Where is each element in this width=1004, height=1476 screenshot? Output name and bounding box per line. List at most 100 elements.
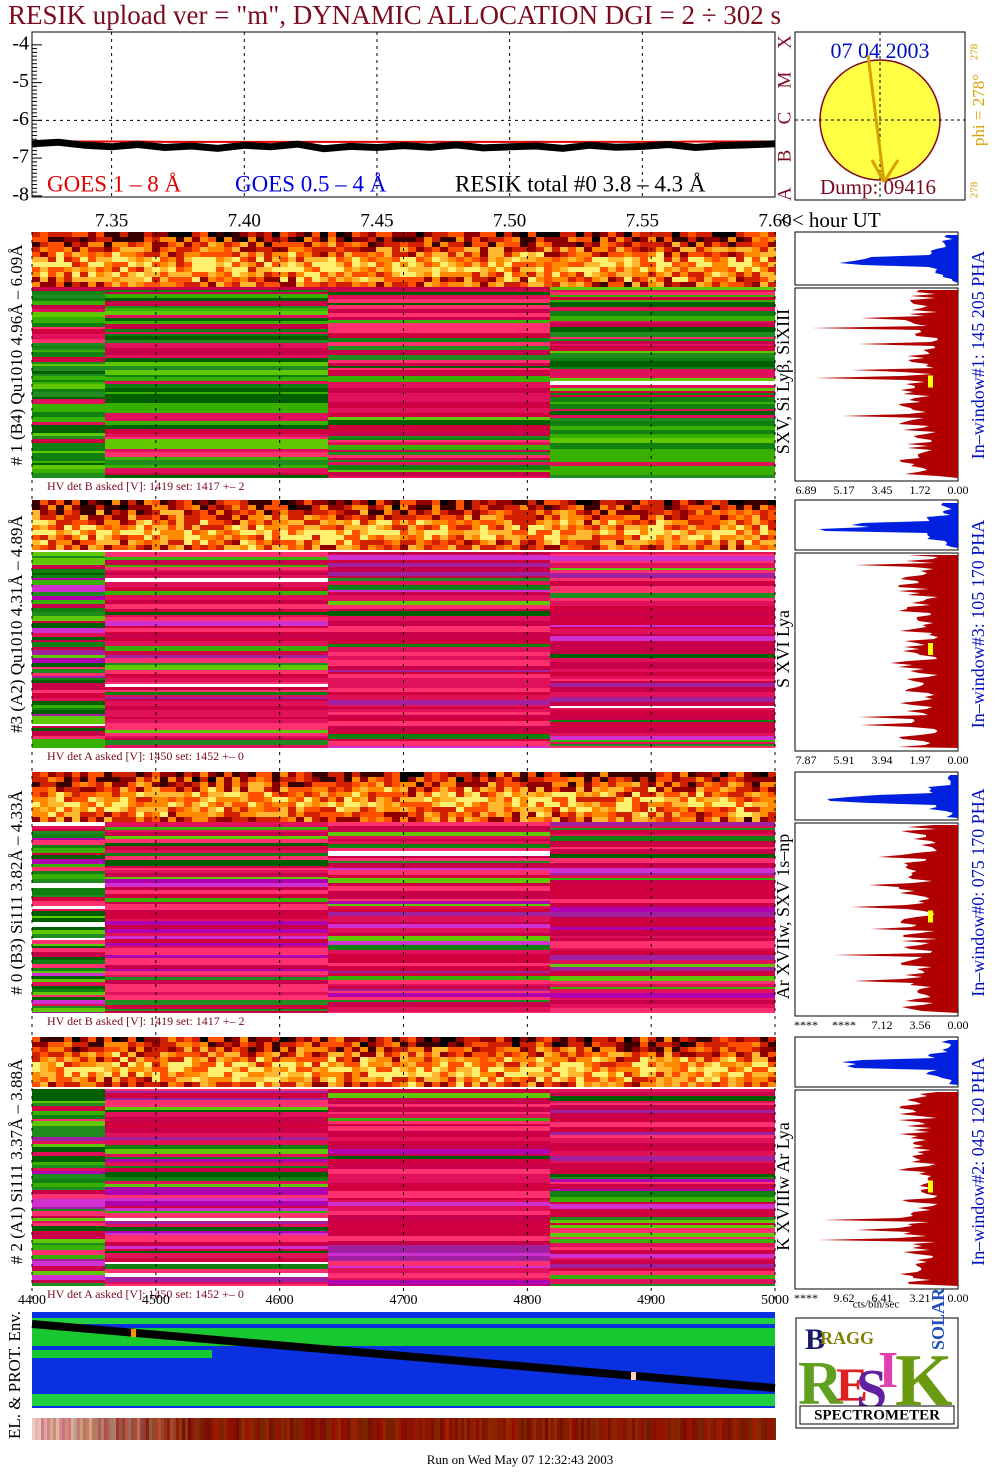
spectrogram-row — [105, 830, 328, 832]
spectrogram-cell — [328, 1077, 336, 1082]
spectrogram-row — [105, 832, 328, 836]
spectrogram-cell — [584, 520, 592, 525]
color-bar-cell — [116, 1418, 119, 1440]
spectrogram-cell — [40, 782, 48, 787]
spectrogram-cell — [352, 777, 360, 782]
spectrogram-cell — [128, 817, 136, 822]
spectrogram-cell — [296, 772, 304, 777]
spectrogram-cell — [712, 1057, 720, 1062]
spectrogram-cell — [88, 1057, 96, 1062]
spectrogram-row — [550, 710, 775, 715]
spectrogram-cell — [48, 282, 56, 287]
spectrogram-cell — [464, 1052, 472, 1057]
spectrogram-cell — [680, 797, 688, 802]
spectrogram-cell — [416, 787, 424, 792]
spectrogram-row — [550, 561, 775, 563]
spectrogram-cell — [664, 1037, 672, 1042]
spectrogram-cell — [680, 525, 688, 530]
spectrogram-row — [328, 413, 550, 417]
spectrogram-cell — [352, 782, 360, 787]
spectrogram-cell — [392, 807, 400, 812]
spectrogram-cell — [504, 772, 512, 777]
spectrogram-cell — [32, 530, 40, 535]
spectrogram-cell — [480, 1067, 488, 1072]
spectrogram-cell — [608, 242, 616, 247]
spectrogram-cell — [472, 802, 480, 807]
spectrogram-cell — [544, 1057, 552, 1062]
spectrogram-cell — [696, 1082, 704, 1087]
spectrogram-cell — [472, 1067, 480, 1072]
spectrogram-cell — [728, 267, 736, 272]
spectrogram-cell — [616, 817, 624, 822]
spectrogram-cell — [488, 1062, 496, 1067]
hist-marker — [928, 375, 933, 388]
spectrogram-cell — [120, 1077, 128, 1082]
spectrogram-row — [105, 1208, 328, 1211]
spectrogram-cell — [224, 1042, 232, 1047]
spectrogram-cell — [560, 1037, 568, 1042]
spectrogram-cell — [488, 1057, 496, 1062]
spectrogram-cell — [64, 500, 72, 505]
spectrogram-cell — [592, 252, 600, 257]
spectrogram-row — [105, 1095, 328, 1098]
spectrogram-row — [328, 609, 550, 611]
spectrogram-cell — [144, 500, 152, 505]
spectrogram-cell — [456, 817, 464, 822]
spectrogram-cell — [720, 807, 728, 812]
spectrogram-cell — [664, 1062, 672, 1067]
spectrogram-row — [105, 1246, 328, 1249]
spectrogram-cell — [464, 525, 472, 530]
spectrogram-cell — [416, 797, 424, 802]
spectrogram-row — [328, 1114, 550, 1118]
spectrogram-row — [32, 1202, 105, 1207]
spectrogram-cell — [64, 237, 72, 242]
spectrogram-cell — [520, 545, 528, 550]
spectrogram-cell — [448, 540, 456, 545]
spectrogram-row — [105, 572, 328, 575]
spectrogram-cell — [688, 257, 696, 262]
spectrogram-cell — [624, 525, 632, 530]
spectrogram-cell — [80, 247, 88, 252]
spectrogram-cell — [520, 787, 528, 792]
spectrogram-cell — [104, 1052, 112, 1057]
spectrogram-row — [105, 444, 328, 447]
spectrogram-row — [328, 1266, 550, 1268]
spectrogram-cell — [768, 545, 776, 550]
spectrogram-cell — [296, 1037, 304, 1042]
spectrogram-cell — [120, 797, 128, 802]
spectrogram-cell — [648, 530, 656, 535]
spectrogram-cell — [768, 515, 776, 520]
spectrogram-cell — [344, 272, 352, 277]
spectrogram-cell — [208, 247, 216, 252]
spectrogram-cell — [392, 262, 400, 267]
spectrogram-cell — [264, 267, 272, 272]
spectrogram-row — [328, 581, 550, 585]
spectrogram-row — [550, 466, 775, 471]
spectrogram-cell — [720, 792, 728, 797]
spectrogram-cell — [728, 530, 736, 535]
spectrogram-cell — [400, 797, 408, 802]
spectrogram-cell — [40, 252, 48, 257]
spectrogram-cell — [600, 802, 608, 807]
spectrogram-cell — [224, 237, 232, 242]
spectrogram-cell — [184, 242, 192, 247]
spectrogram-cell — [640, 500, 648, 505]
spectrogram-cell — [160, 807, 168, 812]
spectrogram-cell — [712, 797, 720, 802]
spectrogram-cell — [552, 545, 560, 550]
spectrogram-cell — [584, 807, 592, 812]
hist-red — [855, 555, 958, 748]
spectrogram-cell — [208, 232, 216, 237]
spectrogram-cell — [216, 262, 224, 267]
spectrogram-cell — [368, 257, 376, 262]
spectrogram-cell — [376, 242, 384, 247]
spectrogram-cell — [528, 515, 536, 520]
spectrogram-cell — [432, 777, 440, 782]
spectrogram-cell — [360, 237, 368, 242]
spectrogram-cell — [408, 787, 416, 792]
spectrogram-row — [328, 1236, 550, 1241]
spectrogram-cell — [400, 277, 408, 282]
spectrogram-cell — [192, 545, 200, 550]
spectrogram-row — [550, 702, 775, 706]
spectrogram-cell — [680, 277, 688, 282]
